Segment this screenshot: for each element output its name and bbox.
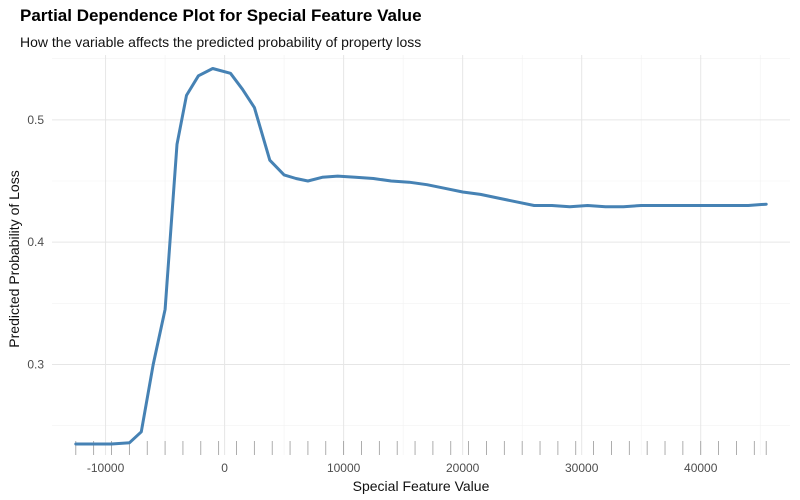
minor-grid bbox=[52, 55, 790, 455]
x-tick-labels: -10000 0 10000 20000 30000 40000 bbox=[87, 461, 718, 475]
x-tick-label: -10000 bbox=[87, 461, 125, 475]
x-axis-title: Special Feature Value bbox=[353, 478, 490, 494]
y-tick-label: 0.5 bbox=[27, 113, 44, 127]
x-tick-label: 0 bbox=[221, 461, 228, 475]
x-tick-label: 10000 bbox=[327, 461, 361, 475]
rug-marks bbox=[75, 441, 767, 455]
y-tick-label: 0.4 bbox=[27, 235, 44, 249]
x-tick-label: 20000 bbox=[446, 461, 480, 475]
y-tick-labels: 0.3 0.4 0.5 bbox=[27, 113, 44, 372]
chart-subtitle: How the variable affects the predicted p… bbox=[20, 34, 422, 50]
x-tick-label: 30000 bbox=[565, 461, 599, 475]
series-group bbox=[74, 67, 768, 446]
major-grid bbox=[52, 55, 790, 455]
x-tick-label: 40000 bbox=[684, 461, 718, 475]
y-axis-title: Predicted Probability of Loss bbox=[6, 170, 22, 347]
y-tick-label: 0.3 bbox=[27, 357, 44, 371]
chart-title: Partial Dependence Plot for Special Feat… bbox=[20, 6, 422, 25]
pdp-line bbox=[74, 67, 768, 446]
